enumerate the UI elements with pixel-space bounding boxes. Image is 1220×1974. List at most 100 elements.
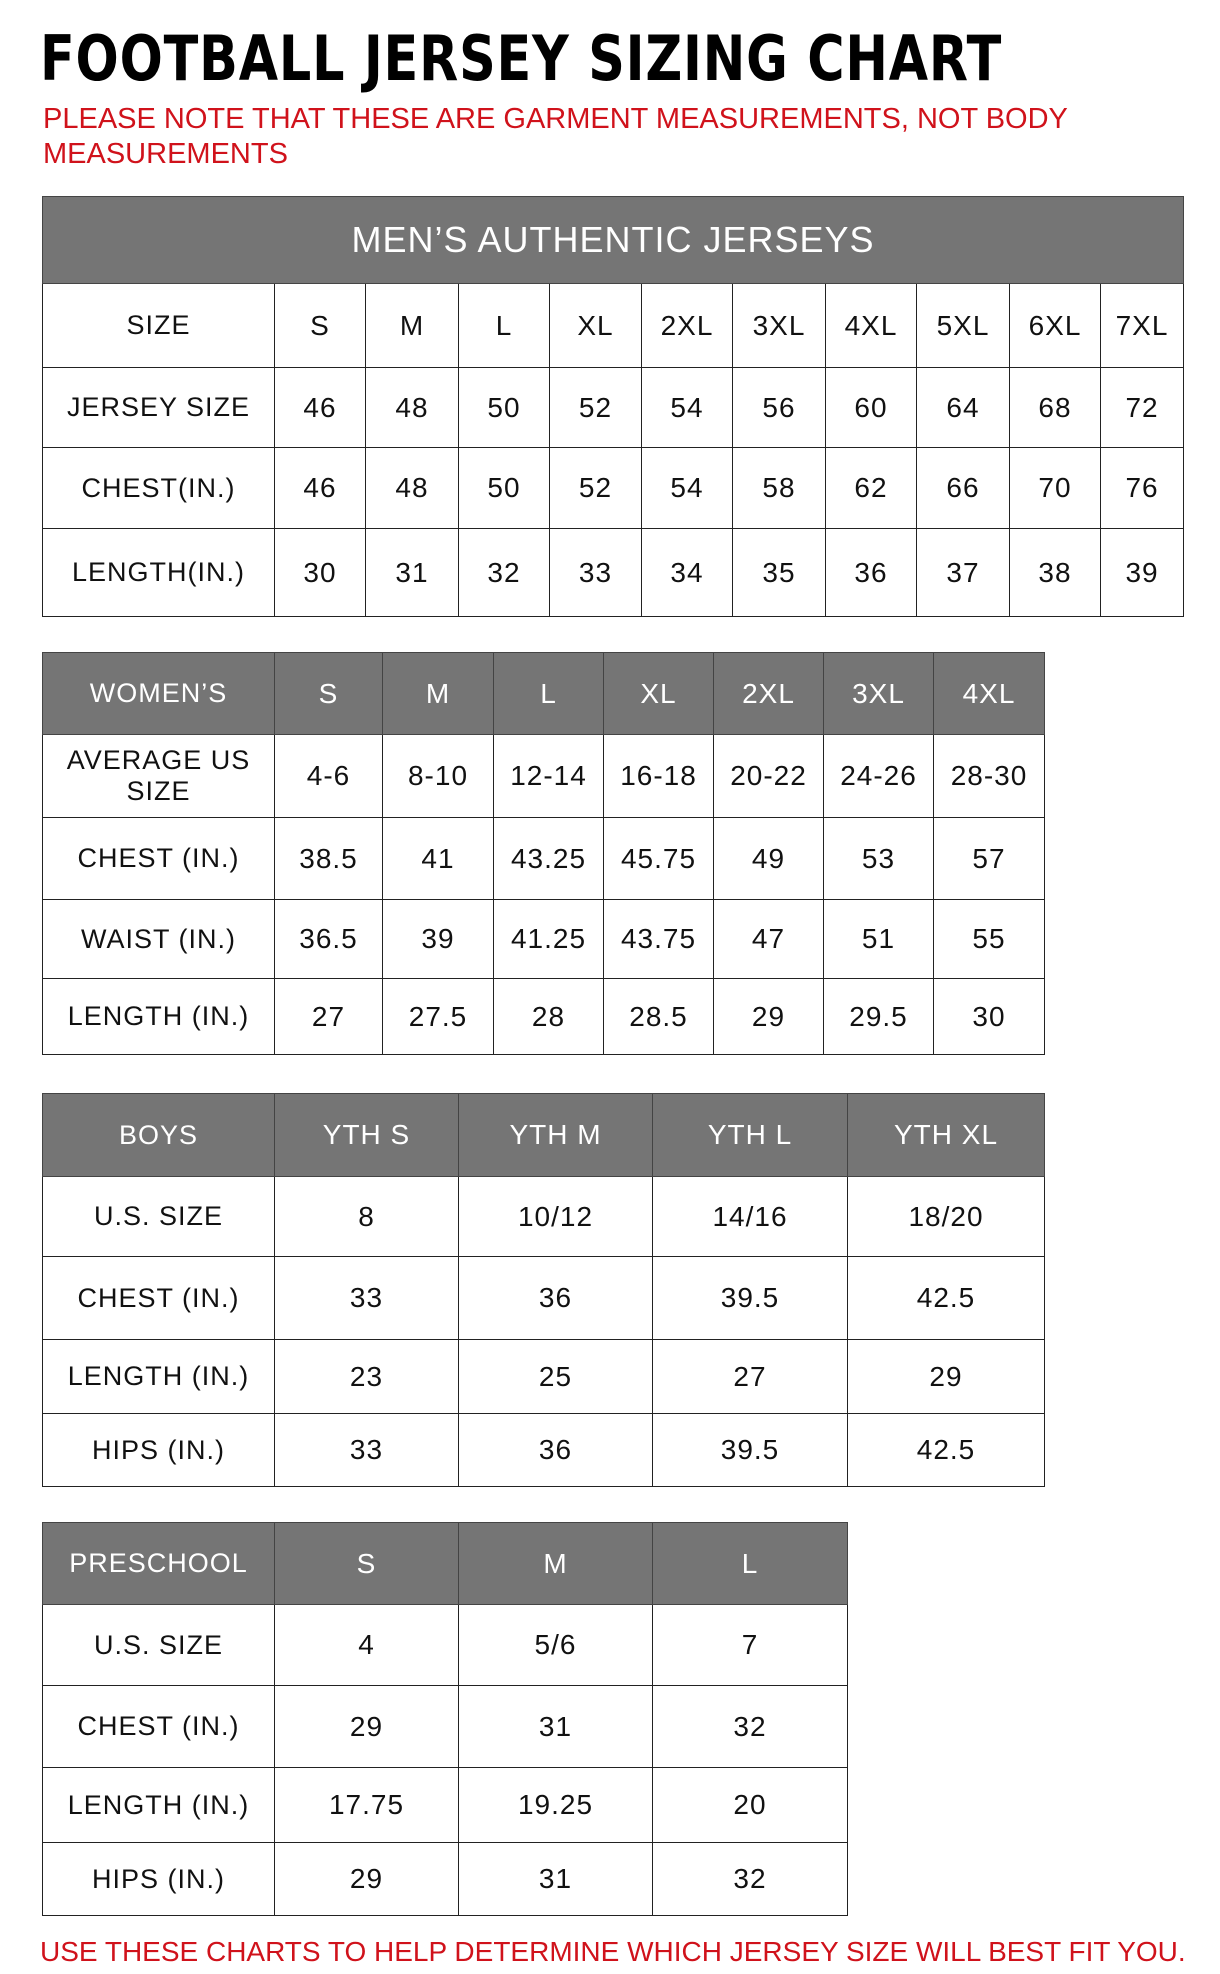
- measurement-cell: 32: [458, 528, 550, 617]
- measurement-cell: 45.75: [603, 817, 714, 900]
- size-column-header: YTH L: [652, 1093, 848, 1177]
- row-label: LENGTH (IN.): [42, 1767, 275, 1843]
- table-header-row: PRESCHOOL S M L: [42, 1522, 848, 1605]
- measurement-cell: 29: [713, 978, 824, 1055]
- table-row: U.S. SIZE 8 10/12 14/16 18/20: [42, 1176, 1045, 1257]
- table-header-row: SIZE S M L XL 2XL 3XL 4XL 5XL 6XL 7XL: [42, 283, 1185, 368]
- womens-size-table: WOMEN’S S M L XL 2XL 3XL 4XL AVERAGE US SIZE 4-6 8…: [42, 652, 1045, 1055]
- measurement-cell: 30: [933, 978, 1045, 1055]
- measurement-cell: 27: [274, 978, 383, 1055]
- measurement-cell: 56: [732, 367, 826, 448]
- table-row: CHEST(IN.) 46 48 50 52 54 58 62 66 70 76: [42, 447, 1185, 529]
- table-header-row: WOMEN’S S M L XL 2XL 3XL 4XL: [42, 652, 1045, 735]
- boys-size-table: BOYS YTH S YTH M YTH L YTH XL U.S. SIZE 8 10/12…: [42, 1093, 1045, 1487]
- row-label: WAIST (IN.): [42, 899, 275, 979]
- measurement-cell: 8: [274, 1176, 459, 1257]
- measurement-cell: 58: [732, 447, 826, 529]
- row-label: AVERAGE US SIZE: [42, 734, 275, 818]
- measurement-cell: 31: [365, 528, 459, 617]
- measurement-cell: 28: [493, 978, 604, 1055]
- size-column-header: S: [274, 652, 383, 735]
- measurement-cell: 72: [1099, 367, 1185, 448]
- size-column-header: 4XL: [825, 283, 917, 368]
- measurement-cell: 27: [652, 1339, 848, 1414]
- size-column-header: M: [382, 652, 494, 735]
- size-column-header: 2XL: [641, 283, 733, 368]
- measurement-cell: 4: [274, 1604, 459, 1686]
- table-row: AVERAGE US SIZE 4-6 8-10 12-14 16-18 20-22 24-…: [42, 734, 1045, 818]
- measurement-cell: 51: [823, 899, 934, 979]
- measurement-cell: 5/6: [458, 1604, 653, 1686]
- size-column-header: YTH XL: [847, 1093, 1045, 1177]
- measurement-cell: 64: [916, 367, 1010, 448]
- size-column-header: YTH M: [458, 1093, 653, 1177]
- measurement-cell: 30: [274, 528, 366, 617]
- measurement-cell: 7: [652, 1604, 848, 1686]
- table-row: LENGTH (IN.) 23 25 27 29: [42, 1339, 1045, 1414]
- measurement-cell: 36: [825, 528, 917, 617]
- measurement-cell: 53: [823, 817, 934, 900]
- measurement-cell: 23: [274, 1339, 459, 1414]
- measurement-cell: 33: [274, 1256, 459, 1340]
- size-column-header: XL: [603, 652, 714, 735]
- measurement-cell: 8-10: [382, 734, 494, 818]
- row-label: JERSEY SIZE: [42, 367, 275, 448]
- measurement-cell: 14/16: [652, 1176, 848, 1257]
- measurement-cell: 28.5: [603, 978, 714, 1055]
- measurement-cell: 38: [1009, 528, 1101, 617]
- measurement-cell: 39.5: [652, 1413, 848, 1487]
- measurement-cell: 70: [1009, 447, 1101, 529]
- row-label: LENGTH(IN.): [42, 528, 275, 617]
- size-column-header: S: [274, 1522, 459, 1605]
- row-label: U.S. SIZE: [42, 1176, 275, 1257]
- size-column-header: 4XL: [933, 652, 1045, 735]
- measurement-cell: 54: [641, 447, 733, 529]
- row-label: WOMEN’S: [42, 652, 275, 735]
- measurement-cell: 48: [365, 367, 459, 448]
- measurement-cell: 39: [382, 899, 494, 979]
- measurement-cell: 39.5: [652, 1256, 848, 1340]
- measurement-cell: 27.5: [382, 978, 494, 1055]
- preschool-size-table: PRESCHOOL S M L U.S. SIZE 4 5/6 7 CHEST (IN.) 29 3…: [42, 1522, 848, 1916]
- size-column-header: YTH S: [274, 1093, 459, 1177]
- measurement-cell: 42.5: [847, 1256, 1045, 1340]
- measurement-cell: 55: [933, 899, 1045, 979]
- measurement-cell: 20: [652, 1767, 848, 1843]
- table-row: WAIST (IN.) 36.5 39 41.25 43.75 47 51 55: [42, 899, 1045, 979]
- measurement-cell: 43.25: [493, 817, 604, 900]
- measurement-cell: 35: [732, 528, 826, 617]
- row-label: PRESCHOOL: [42, 1522, 275, 1605]
- size-column-header: S: [274, 283, 366, 368]
- measurement-cell: 18/20: [847, 1176, 1045, 1257]
- measurement-cell: 12-14: [493, 734, 604, 818]
- size-column-header: L: [652, 1522, 848, 1605]
- measurement-cell: 32: [652, 1842, 848, 1916]
- row-label: LENGTH (IN.): [42, 1339, 275, 1414]
- measurement-cell: 42.5: [847, 1413, 1045, 1487]
- measurement-cell: 31: [458, 1842, 653, 1916]
- row-label: CHEST (IN.): [42, 1256, 275, 1340]
- size-column-header: XL: [549, 283, 642, 368]
- table-row: CHEST (IN.) 38.5 41 43.25 45.75 49 53 57: [42, 817, 1045, 900]
- measurement-cell: 33: [549, 528, 642, 617]
- size-column-header: M: [458, 1522, 653, 1605]
- measurement-cell: 52: [549, 367, 642, 448]
- measurement-cell: 38.5: [274, 817, 383, 900]
- measurement-cell: 4-6: [274, 734, 383, 818]
- page-title: FOOTBALL JERSEY SIZING CHART: [40, 22, 1003, 95]
- table-row: LENGTH (IN.) 27 27.5 28 28.5 29 29.5 30: [42, 978, 1045, 1055]
- measurement-cell: 41.25: [493, 899, 604, 979]
- size-column-header: L: [458, 283, 550, 368]
- size-column-header: L: [493, 652, 604, 735]
- mens-size-table: MEN’S AUTHENTIC JERSEYS SIZE S M L XL 2XL 3XL 4X…: [41, 196, 1185, 617]
- measurement-cell: 68: [1009, 367, 1101, 448]
- measurement-cell: 29: [847, 1339, 1045, 1414]
- measurement-cell: 50: [458, 447, 550, 529]
- garment-measurement-note: PLEASE NOTE THAT THESE ARE GARMENT MEASU…: [43, 103, 1068, 170]
- measurement-cell: 33: [274, 1413, 459, 1487]
- measurement-cell: 47: [713, 899, 824, 979]
- measurement-cell: 10/12: [458, 1176, 653, 1257]
- measurement-cell: 29: [274, 1685, 459, 1768]
- measurement-cell: 46: [274, 367, 366, 448]
- measurement-cell: 76: [1099, 447, 1185, 529]
